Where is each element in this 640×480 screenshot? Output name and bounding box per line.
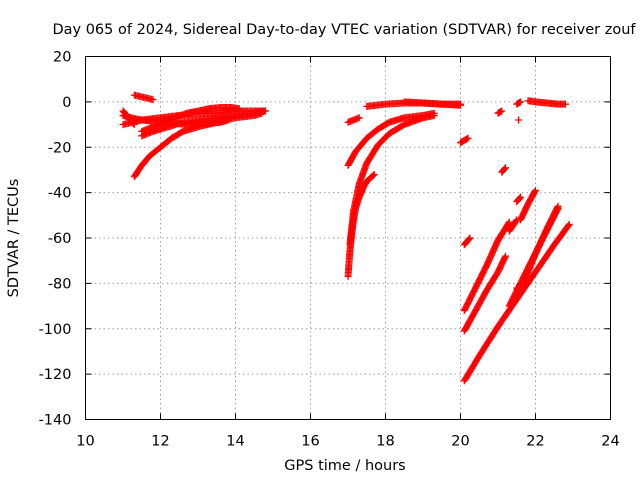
- data-point: [149, 96, 157, 104]
- x-tick-label: 20: [451, 434, 469, 450]
- data-point: [262, 107, 269, 115]
- data-point: [224, 116, 232, 124]
- y-tick-label: -140: [39, 413, 72, 429]
- y-tick-label: -80: [48, 276, 72, 292]
- y-tick-label: -120: [39, 367, 72, 383]
- data-point: [370, 170, 378, 178]
- data-point: [515, 116, 523, 124]
- data-point: [562, 100, 569, 108]
- data-point: [502, 252, 509, 260]
- x-tick-label: 16: [301, 434, 319, 450]
- y-tick-labels: -140 -120 -100 -80 -60 -40 -20 0 20: [39, 50, 72, 429]
- data-point: [564, 221, 572, 229]
- data-point: [430, 109, 438, 117]
- y-tick-label: -40: [48, 186, 72, 202]
- data-point: [457, 100, 464, 108]
- data-point: [505, 219, 513, 227]
- plot-frame: [85, 56, 611, 420]
- data-point: [501, 165, 509, 173]
- data-point: [517, 98, 524, 106]
- y-axis-label: SDTVAR / TECUs: [6, 179, 22, 298]
- data-points: [119, 91, 573, 385]
- data-point: [515, 288, 523, 296]
- y-tick-label: 0: [62, 95, 71, 111]
- y-tick-label: -20: [48, 140, 72, 156]
- data-point: [531, 187, 539, 195]
- data-point: [465, 235, 473, 243]
- data-point: [565, 220, 573, 228]
- data-point: [466, 234, 474, 242]
- data-point: [130, 121, 138, 129]
- data-point: [517, 193, 524, 201]
- data-point: [369, 171, 377, 179]
- y-tick-label: 20: [53, 50, 71, 66]
- x-axis-label: GPS time / hours: [284, 458, 405, 474]
- data-point: [512, 217, 520, 225]
- chart-title: Day 065 of 2024, Sidereal Day-to-day VTE…: [52, 22, 636, 38]
- data-point: [502, 164, 509, 172]
- x-tick-label: 10: [76, 434, 94, 450]
- x-tick-label: 12: [151, 434, 169, 450]
- data-point: [532, 186, 539, 194]
- x-tick-label: 22: [526, 434, 544, 450]
- x-tick-label: 18: [376, 434, 394, 450]
- y-tick-label: -100: [39, 322, 72, 338]
- data-point: [235, 105, 243, 113]
- x-tick-label: 24: [601, 434, 619, 450]
- data-point: [516, 194, 524, 202]
- y-tick-label: -60: [48, 231, 72, 247]
- data-point: [464, 134, 472, 142]
- x-tick-label: 14: [226, 434, 244, 450]
- data-point: [554, 202, 562, 210]
- data-point: [130, 120, 137, 128]
- data-point: [498, 107, 506, 115]
- data-point: [505, 218, 513, 226]
- data-point: [463, 135, 471, 143]
- x-tick-labels: 10 12 14 16 18 20 22 24: [76, 434, 619, 450]
- data-point: [355, 114, 363, 122]
